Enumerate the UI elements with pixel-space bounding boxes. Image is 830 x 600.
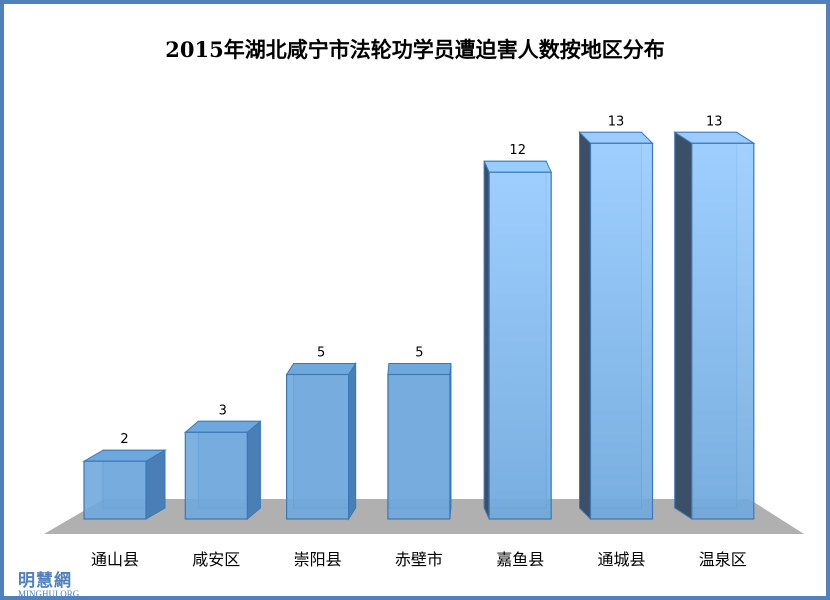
- bar: [488, 171, 552, 520]
- bar-side: [348, 361, 357, 521]
- bar: [691, 142, 755, 520]
- bar-side: [674, 131, 693, 520]
- category-label: 温泉区: [699, 550, 747, 569]
- bar: [184, 431, 248, 520]
- bar-top: [483, 160, 552, 173]
- category-label: 崇阳县: [294, 550, 342, 569]
- data-label: 12: [509, 143, 526, 158]
- category-label: 通山县: [91, 550, 139, 569]
- bar: [286, 373, 350, 520]
- bar-top: [183, 420, 262, 433]
- bar-side: [483, 160, 490, 520]
- bar-top: [387, 363, 452, 375]
- bar-chart: 2 通山县 3 咸安区 5 崇阳县 5 赤壁市 12 嘉鱼县 13 通城县 13 温泉区: [44, 114, 804, 569]
- category-label: 咸安区: [192, 550, 240, 569]
- logo-cn: 明慧網: [18, 571, 72, 591]
- logo-en: MINGHUI.ORG: [18, 589, 80, 599]
- data-label: 5: [317, 346, 325, 361]
- data-label: 13: [608, 114, 625, 129]
- data-label: 3: [219, 403, 227, 418]
- bar-top: [578, 131, 654, 144]
- chart-title: 2015年湖北咸宁市法轮功学员遭迫害人数按地区分布: [165, 37, 665, 62]
- data-label: 5: [415, 346, 423, 361]
- minghui-logo: 明慧網 MINGHUI.ORG: [18, 566, 80, 599]
- category-label: 赤壁市: [395, 550, 443, 569]
- category-label: 嘉鱼县: [496, 550, 544, 569]
- bar-side: [145, 449, 166, 520]
- bar: [589, 142, 654, 520]
- data-label: 13: [706, 114, 723, 129]
- bar-top: [285, 363, 357, 375]
- bar: [83, 460, 147, 520]
- bar-side: [246, 420, 261, 521]
- bar: [387, 373, 451, 520]
- data-label: 2: [120, 432, 128, 447]
- category-label: 通城县: [597, 550, 645, 569]
- bar-side: [579, 131, 591, 521]
